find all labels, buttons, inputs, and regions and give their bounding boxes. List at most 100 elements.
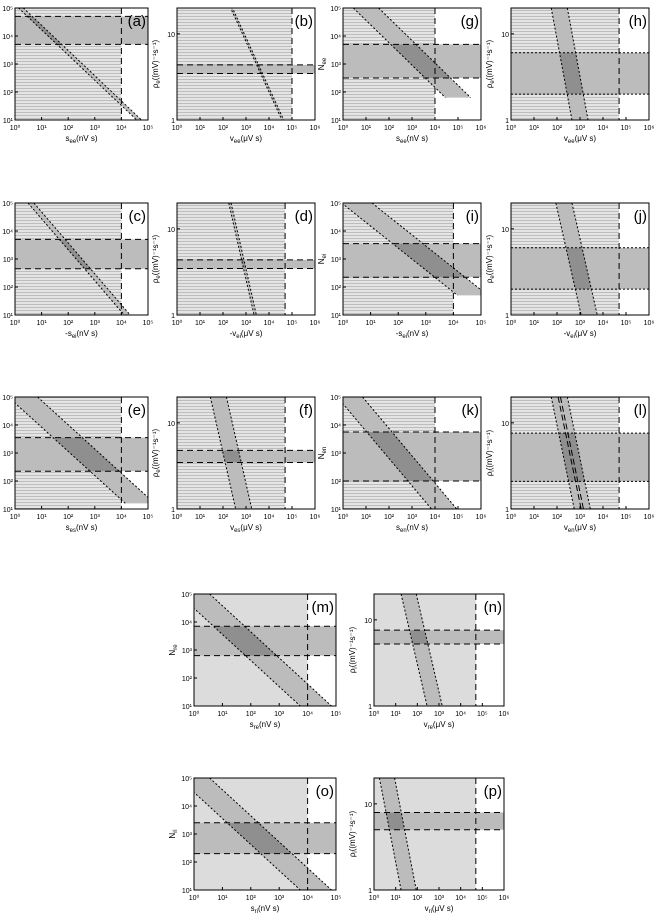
intersection-region xyxy=(565,247,592,290)
panel-label: (f) xyxy=(299,402,313,419)
y-tick-label: 10¹ xyxy=(3,118,14,125)
x-tick-label: 10⁵ xyxy=(287,514,298,521)
x-tick-label: 10⁵ xyxy=(143,514,154,521)
y-tick-label: 10² xyxy=(331,479,342,486)
x-tick-label: 10⁰ xyxy=(10,124,21,132)
panel-j: 10⁰ 10¹ 10² 10³ 10⁴ 10⁵ 10⁶ 1 10 (j) -vei(μV s) ρe(… xyxy=(485,202,655,340)
panel-label: (g) xyxy=(461,13,479,30)
x-tick-label: 10⁰ xyxy=(10,319,21,327)
x-tick-label: 10¹ xyxy=(361,514,372,521)
y-tick-label: 1 xyxy=(505,118,509,125)
panel-label: (m) xyxy=(312,599,335,616)
x-tick-label: 10⁵ xyxy=(143,320,154,327)
diagonal-edge xyxy=(209,778,333,890)
x-tick-label: 10² xyxy=(218,514,229,521)
x-tick-label: 10⁶ xyxy=(644,125,655,132)
x-tick-label: 10⁶ xyxy=(476,514,487,521)
x-tick-label: 10² xyxy=(63,514,74,521)
y-axis-label: Nre xyxy=(168,644,179,656)
y-tick-label: 10⁵ xyxy=(330,395,341,402)
y-tick-label: 10² xyxy=(182,860,193,867)
x-axis-label: -vei(μV s) xyxy=(564,329,597,340)
y-tick-label: 10³ xyxy=(182,648,193,655)
y-tick-label: 10 xyxy=(501,227,509,234)
x-tick-label: 10⁵ xyxy=(143,125,154,132)
x-tick-label: 10¹ xyxy=(37,514,48,521)
x-tick-label: 10¹ xyxy=(37,125,48,132)
x-tick-label: 10⁵ xyxy=(621,125,632,132)
intersection-region xyxy=(53,437,120,472)
y-tick-label: 10³ xyxy=(3,62,14,69)
x-axis-label: see(nV s) xyxy=(65,134,97,145)
y-tick-label: 10³ xyxy=(331,62,342,69)
y-tick-label: 1 xyxy=(171,118,175,125)
x-axis-label: -vei(μV s) xyxy=(230,329,263,340)
intersection-region xyxy=(222,450,242,463)
y-tick-label: 10⁴ xyxy=(181,620,192,627)
x-tick-label: 10³ xyxy=(274,711,285,718)
y-tick-label: 10⁵ xyxy=(181,776,192,783)
intersection-region xyxy=(241,259,246,269)
x-tick-label: 10⁰ xyxy=(189,894,200,902)
x-axis-label: vre(μV s) xyxy=(424,720,455,731)
x-tick-label: 10⁴ xyxy=(264,320,275,327)
y-tick-label: 10⁵ xyxy=(2,395,13,402)
panel-h: 10⁰ 10¹ 10² 10³ 10⁴ 10⁵ 10⁶ 1 10 (h) vee(μV s) ρe((… xyxy=(485,7,655,145)
intersection-region xyxy=(366,432,434,481)
x-tick-label: 10¹ xyxy=(529,125,540,132)
y-tick-label: 10⁵ xyxy=(181,592,192,599)
y-tick-label: 1 xyxy=(505,507,509,514)
x-tick-label: 10¹ xyxy=(361,125,372,132)
y-axis-label: ρi((mV)⁻¹s⁻¹) xyxy=(485,430,496,477)
panel-i: 10⁰ 10¹ 10² 10³ 10⁴ 10⁵10¹10²10³10⁴10⁵(i)-sei… xyxy=(317,201,486,340)
panel-k: 10⁰ 10¹ 10² 10³ 10⁴ 10⁵ 10⁶10¹10²10³10⁴10⁵(k)s… xyxy=(317,395,486,534)
panel-label: (e) xyxy=(128,402,146,419)
x-tick-label: 10² xyxy=(384,125,395,132)
y-tick-label: 10² xyxy=(331,90,342,97)
y-axis-label: ρe((mV)⁻¹s⁻¹) xyxy=(485,40,496,89)
x-axis-label: vri(μV s) xyxy=(425,904,454,915)
x-tick-label: 10⁴ xyxy=(302,895,313,902)
y-tick-label: 10² xyxy=(331,285,342,292)
x-tick-label: 10⁴ xyxy=(598,514,609,521)
x-tick-label: 10⁴ xyxy=(264,125,275,132)
intersection-region xyxy=(59,239,91,269)
diagonal-edge xyxy=(27,203,125,315)
x-tick-label: 10³ xyxy=(421,320,432,327)
y-tick-label: 10⁴ xyxy=(181,804,192,811)
x-tick-label: 10⁴ xyxy=(264,514,275,521)
y-axis-label: ρi((mV)⁻¹s⁻¹) xyxy=(348,627,359,674)
intersection-region xyxy=(256,64,263,74)
x-tick-label: 10³ xyxy=(241,514,252,521)
diagonal-edge xyxy=(400,594,428,706)
y-tick-label: 1 xyxy=(171,313,175,320)
x-axis-label: vee(μV s) xyxy=(230,134,263,145)
x-tick-label: 10⁰ xyxy=(369,710,380,718)
x-tick-label: 10¹ xyxy=(37,320,48,327)
panel-b: 10⁰ 10¹ 10² 10³ 10⁴ 10⁵ 10⁶ 1 10 (b) vee(μV s) ρe((… xyxy=(151,7,320,145)
feasible-region xyxy=(177,203,286,315)
panel-n: 10⁰ 10¹ 10² 10³ 10⁴ 10⁵ 10⁶ 1 10 (n) vre(μV s) ρi((… xyxy=(348,593,509,731)
y-tick-label: 10² xyxy=(182,676,193,683)
y-tick-label: 10¹ xyxy=(182,704,193,711)
x-tick-label: 10² xyxy=(412,895,423,902)
y-tick-label: 10⁵ xyxy=(330,201,341,208)
diagonal-edge xyxy=(33,203,131,315)
panel-label: (i) xyxy=(466,208,479,225)
x-tick-label: 10³ xyxy=(90,125,101,132)
x-tick-label: 10⁰ xyxy=(506,319,517,327)
x-tick-label: 10⁶ xyxy=(644,514,655,521)
x-axis-label: ves(μV s) xyxy=(230,523,262,534)
diagonal-edge xyxy=(571,203,598,315)
y-axis-label: Nri xyxy=(168,829,179,838)
x-tick-label: 10² xyxy=(218,125,229,132)
x-tick-label: 10⁶ xyxy=(644,320,655,327)
panel-f: 10⁰ 10¹ 10² 10³ 10⁴ 10⁵ 10⁶ 1 10 (f) ves(μV s) ρe((… xyxy=(151,396,320,534)
diagonal-edge xyxy=(566,8,589,120)
y-tick-label: 10¹ xyxy=(331,313,342,320)
band-region xyxy=(374,812,504,830)
x-tick-label: 10³ xyxy=(241,320,252,327)
y-tick-label: 10 xyxy=(167,32,175,39)
diagonal-edge xyxy=(343,203,458,296)
x-tick-label: 10⁰ xyxy=(506,124,517,132)
